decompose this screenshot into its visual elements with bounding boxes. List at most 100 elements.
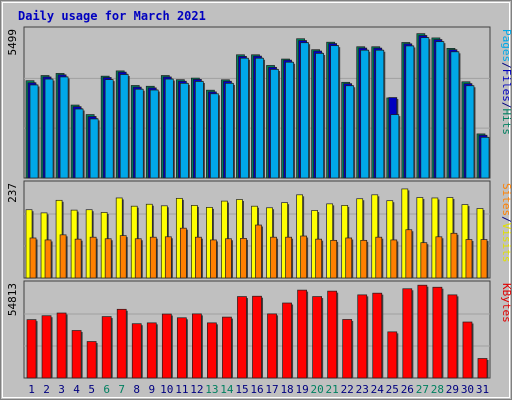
bar-kbytes-day-17 — [267, 313, 277, 379]
bar-pages-day-24 — [375, 49, 385, 179]
bar-kbytes-day-3 — [56, 312, 67, 379]
bar-sites-day-14 — [225, 238, 232, 279]
bar-sites-day-31 — [480, 239, 488, 279]
x-tick-label: 22 — [341, 383, 354, 396]
bar-pages-day-29 — [450, 51, 460, 179]
bar-pages-day-10 — [164, 78, 174, 179]
bar-visits-day-25 — [386, 200, 394, 279]
x-tick-label: 1 — [28, 383, 35, 396]
x-tick-label: 14 — [220, 383, 234, 396]
bar-kbytes-day-30 — [462, 321, 473, 379]
bar-kbytes-day-9 — [146, 322, 157, 379]
bar-pages-day-4 — [74, 108, 84, 179]
panel-top: 5499 Pages/Files/Hits — [6, 26, 512, 179]
x-tick-label: 7 — [118, 383, 125, 396]
bar-pages-day-14 — [225, 83, 234, 179]
bar-sites-day-24 — [375, 236, 383, 279]
x-tick-label: 8 — [133, 383, 140, 396]
bar-kbytes-day-4 — [71, 330, 82, 379]
x-tick-label: 10 — [160, 383, 173, 396]
bar-sites-day-12 — [195, 236, 202, 279]
x-tick-label: 11 — [175, 383, 188, 396]
bar-sites-day-2 — [44, 239, 52, 279]
legend-separator: / — [500, 102, 512, 109]
x-tick-label: 13 — [205, 383, 218, 396]
x-tick-label: 9 — [148, 383, 155, 396]
bar-pages-day-27 — [420, 37, 430, 179]
bar-kbytes-day-31 — [477, 358, 488, 379]
bar-sites-day-4 — [74, 238, 82, 279]
bar-pages-day-7 — [119, 74, 129, 179]
bar-kbytes-day-7 — [116, 308, 127, 379]
panel-middle: 237 Sites/Visits — [6, 180, 512, 279]
bar-sites-day-11 — [179, 227, 187, 279]
legend-separator: / — [500, 216, 512, 223]
bar-pages-day-30 — [465, 85, 475, 179]
bar-sites-day-13 — [210, 239, 217, 279]
x-tick-label: 24 — [371, 383, 385, 396]
bar-pages-day-17 — [270, 69, 279, 179]
bar-sites-day-9 — [149, 236, 157, 279]
bar-sites-day-30 — [465, 239, 473, 279]
bar-kbytes-day-21 — [327, 290, 338, 379]
x-tick-label: 26 — [401, 383, 414, 396]
bar-pages-day-22 — [345, 85, 355, 179]
bar-kbytes-day-24 — [372, 292, 383, 379]
bar-visits-day-24 — [371, 194, 379, 279]
bar-pages-day-13 — [210, 93, 219, 179]
bar-kbytes-day-8 — [131, 323, 142, 379]
bar-pages-day-12 — [195, 81, 204, 179]
bar-kbytes-day-15 — [237, 296, 247, 379]
bar-pages-day-28 — [435, 41, 445, 179]
bar-sites-day-21 — [330, 239, 338, 279]
bar-sites-day-23 — [360, 239, 368, 279]
bar-kbytes-day-11 — [176, 317, 187, 379]
bar-pages-day-18 — [285, 61, 294, 179]
x-tick-label: 23 — [356, 383, 369, 396]
x-tick-label: 28 — [431, 383, 444, 396]
x-tick-label: 16 — [250, 383, 263, 396]
x-tick-label: 6 — [103, 383, 110, 396]
bar-sites-day-22 — [345, 237, 353, 279]
bar-pages-day-11 — [179, 83, 189, 179]
legend-hits: Hits — [500, 109, 512, 136]
bar-sites-day-29 — [450, 232, 458, 279]
bar-kbytes-day-27 — [417, 284, 428, 379]
bar-sites-day-20 — [315, 238, 322, 279]
x-tick-label: 31 — [476, 383, 489, 396]
ymax-label: 5499 — [6, 29, 19, 56]
bar-kbytes-day-18 — [282, 302, 292, 379]
bar-sites-day-16 — [255, 224, 262, 279]
bar-pages-day-15 — [240, 57, 249, 179]
x-tick-label: 15 — [235, 383, 248, 396]
bar-pages-day-20 — [315, 53, 324, 179]
x-tick-label: 18 — [280, 383, 293, 396]
legend: Sites/Visits — [500, 183, 512, 263]
chart-title: Daily usage for March 2021 — [18, 9, 206, 23]
legend-pages: Pages — [500, 29, 512, 62]
bar-kbytes-day-12 — [192, 313, 202, 379]
bar-visits-day-27 — [416, 197, 424, 279]
x-tick-label: 27 — [416, 383, 429, 396]
legend-sites: Sites — [500, 183, 512, 216]
bar-sites-day-5 — [89, 236, 97, 279]
bar-sites-day-6 — [104, 238, 112, 279]
bar-sites-day-25 — [390, 239, 398, 279]
bar-sites-day-18 — [285, 236, 292, 279]
bar-kbytes-day-23 — [357, 294, 368, 379]
x-tick-label: 2 — [43, 383, 50, 396]
legend: Pages/Files/Hits — [500, 29, 512, 135]
x-tick-label: 4 — [73, 383, 80, 396]
bar-kbytes-day-6 — [101, 316, 112, 379]
x-tick-label: 3 — [58, 383, 65, 396]
bar-visits-day-23 — [356, 198, 364, 279]
bar-kbytes-day-5 — [86, 341, 97, 379]
bar-kbytes-day-2 — [41, 315, 52, 379]
legend: KBytes — [500, 283, 512, 323]
ymax-label: 237 — [6, 183, 19, 203]
legend-separator: / — [500, 62, 512, 69]
bar-kbytes-day-28 — [432, 286, 443, 379]
bar-kbytes-day-13 — [207, 322, 217, 379]
bar-sites-day-8 — [134, 238, 142, 279]
